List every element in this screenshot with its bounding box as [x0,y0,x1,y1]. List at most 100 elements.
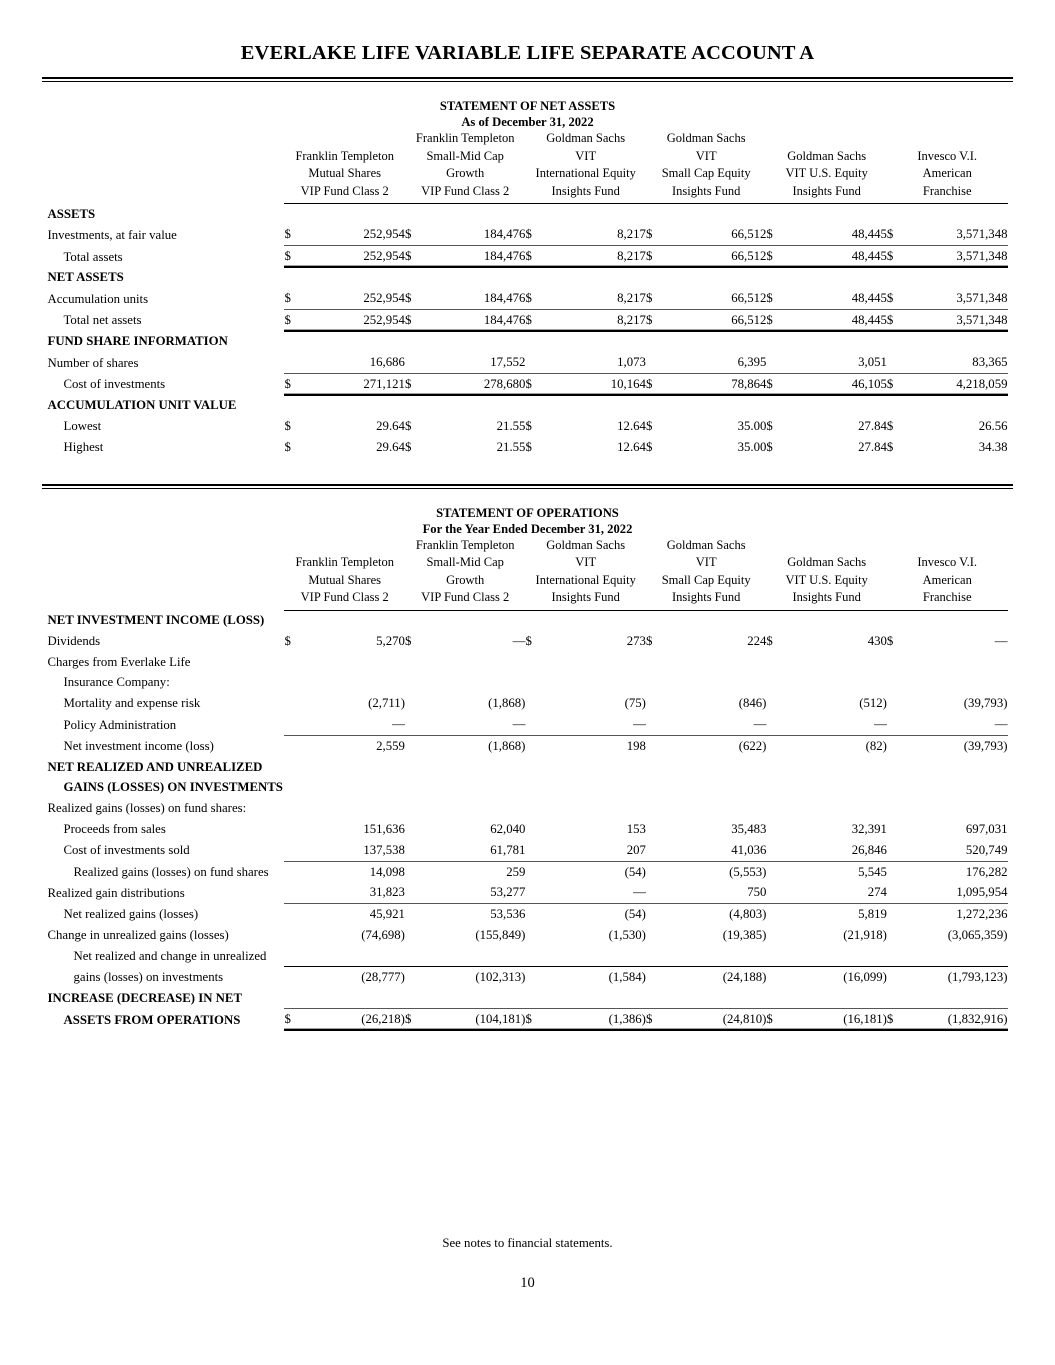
currency-symbol [405,798,421,819]
table-cell: 520,749 [965,842,1008,857]
currency-symbol: $ [886,291,894,306]
table-cell: 5,545 [782,860,887,883]
table-cell [782,331,886,352]
col2-line1: Franklin Templeton [415,537,515,552]
row-label: FUND SHARE INFORMATION [47,334,228,349]
table-cell [421,777,525,798]
col2-line3: Growth [446,166,485,180]
row-label: Proceeds from sales [63,822,166,837]
table-cell: (39,793) [963,696,1008,711]
table-cell: (75) [624,696,646,711]
currency-symbol [284,395,300,416]
currency-symbol [525,331,541,352]
currency-symbol [405,946,421,967]
currency-symbol [887,204,903,225]
col3-line4: Insights Fund [551,183,620,198]
table-cell [421,395,525,416]
currency-symbol [766,714,782,735]
currency-symbol [887,925,903,946]
header-spacer [48,165,285,183]
table-row: Net realized gains (losses) 45,921 53,536 (… [48,903,1008,926]
currency-symbol: $ [766,418,773,433]
currency-symbol [887,840,903,861]
currency-symbol [766,819,782,840]
column-header-line1: Franklin Templeton Goldman Sachs Goldman… [48,537,1008,555]
table-cell [903,946,1008,967]
currency-symbol [887,714,903,735]
column-header-line2: Franklin Templeton Small-Mid Cap VIT VIT… [48,554,1008,572]
table-cell: 21.55 [496,439,526,454]
currency-symbol: $ [525,372,542,396]
row-label: Realized gain distributions [47,885,185,900]
currency-symbol [886,860,903,883]
currency-symbol [525,672,541,693]
currency-symbol: $ [645,308,662,332]
currency-symbol [766,777,782,798]
table-cell: 10,164 [541,372,646,396]
table-cell: 252,954 [300,308,405,332]
currency-symbol: $ [404,372,422,396]
table-cell [662,672,766,693]
table-cell [903,757,1008,778]
currency-symbol [766,672,782,693]
table-row: Realized gains (losses) on fund shares 14… [48,860,1008,883]
table-cell [903,395,1008,416]
table-cell [542,331,646,352]
currency-symbol [646,610,662,631]
currency-symbol [646,882,662,903]
table-cell: 29.64 [376,418,405,433]
table-cell: 8,217 [617,291,646,306]
currency-symbol: $ [766,633,773,648]
table-cell: 35,483 [731,822,767,837]
currency-symbol [405,395,421,416]
table-cell: (1,386) [541,1008,646,1031]
currency-symbol: $ [886,227,894,242]
table-cell: (74,698) [361,928,405,943]
currency-symbol: $ [525,245,542,268]
currency-symbol: $ [284,227,291,242]
currency-symbol [284,798,300,819]
col4-line4: Insights Fund [671,590,741,605]
table-cell: (2,711) [368,696,405,711]
currency-symbol: $ [886,308,903,332]
table-cell: 252,954 [363,227,405,242]
currency-symbol [887,693,903,714]
currency-symbol [284,777,300,798]
table-cell: 1,095,954 [956,885,1008,900]
currency-symbol [646,672,662,693]
col2-line2: Small-Mid Cap [426,555,504,570]
table-cell [542,652,646,673]
currency-symbol [525,819,541,840]
currency-symbol [405,204,421,225]
currency-symbol [646,714,662,735]
currency-symbol: $ [525,418,532,433]
currency-symbol [284,988,300,1009]
currency-symbol [766,840,782,861]
table-cell: 27.84 [858,439,887,454]
currency-symbol [887,882,903,903]
col1-line2: Franklin Templeton [295,148,394,163]
currency-symbol: $ [284,439,291,454]
currency-symbol: $ [766,291,773,306]
row-label: INCREASE (DECREASE) IN NET [47,990,242,1005]
currency-symbol: $ [645,227,653,242]
page-title: EVERLAKE LIFE VARIABLE LIFE SEPARATE ACC… [240,42,815,64]
currency-symbol [405,840,421,861]
currency-symbol [405,988,421,1009]
table-cell [782,777,886,798]
table-cell: 53,277 [490,885,526,900]
header-spacer [48,572,285,590]
currency-symbol [284,672,300,693]
currency-symbol: $ [404,439,412,454]
table-cell [301,610,405,631]
col2-line2: Small-Mid Cap [426,148,504,163]
currency-symbol [405,331,421,352]
table-cell [301,672,405,693]
table-cell [662,757,766,778]
currency-symbol [766,988,782,1009]
table-cell: 27.84 [858,418,887,433]
table-cell [662,204,766,225]
col5-line3: VIT U.S. Equity [785,166,868,180]
table-row: ASSETS [48,204,1008,225]
table-cell: 83,365 [972,355,1008,370]
